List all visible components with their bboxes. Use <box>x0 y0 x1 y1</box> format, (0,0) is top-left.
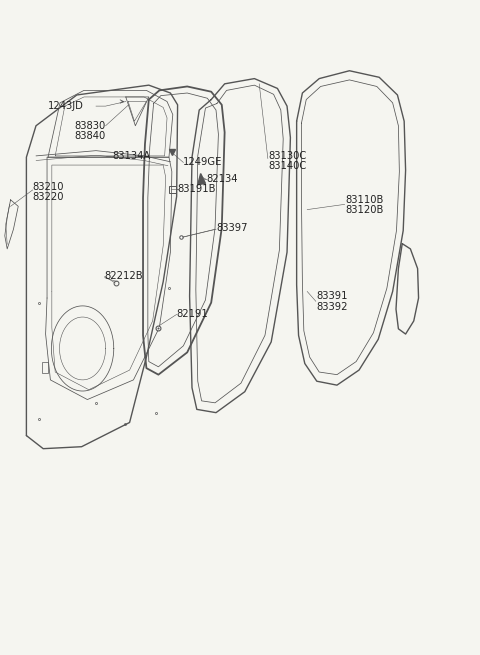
Text: 83191B: 83191B <box>178 183 216 194</box>
Text: 83830: 83830 <box>74 121 106 131</box>
Text: 82191: 82191 <box>177 309 208 320</box>
Text: 83397: 83397 <box>216 223 248 233</box>
Text: 83210: 83210 <box>33 181 64 192</box>
Bar <box>169 186 176 193</box>
Text: 83130C: 83130C <box>269 151 307 161</box>
Text: 83134A: 83134A <box>113 151 151 161</box>
Text: 82212B: 82212B <box>105 271 143 282</box>
Text: 83220: 83220 <box>33 191 64 202</box>
Bar <box>42 362 48 373</box>
Polygon shape <box>198 174 205 185</box>
Text: 83110B: 83110B <box>346 195 384 205</box>
Text: 83140C: 83140C <box>269 161 307 172</box>
Text: 83120B: 83120B <box>346 205 384 215</box>
Text: 83392: 83392 <box>317 301 348 312</box>
Text: 1243JD: 1243JD <box>48 101 84 111</box>
Text: 83840: 83840 <box>74 130 106 141</box>
Text: 1249GE: 1249GE <box>183 157 223 168</box>
Text: 82134: 82134 <box>206 174 238 185</box>
Text: 83391: 83391 <box>317 291 348 301</box>
